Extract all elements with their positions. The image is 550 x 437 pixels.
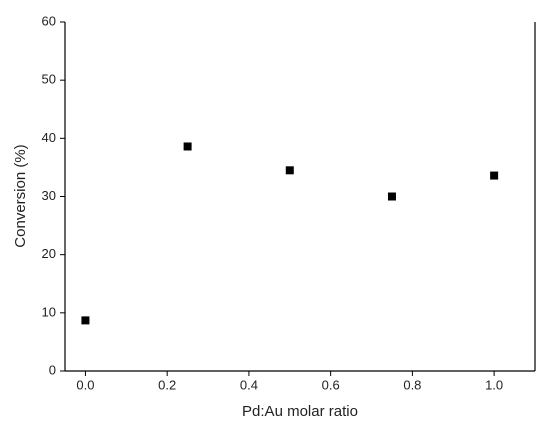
y-tick-label: 60 bbox=[42, 13, 56, 28]
x-axis-title: Pd:Au molar ratio bbox=[242, 403, 358, 420]
x-tick-label: 0.0 bbox=[76, 377, 94, 392]
x-tick-label: 1.0 bbox=[485, 377, 503, 392]
y-tick-label: 20 bbox=[42, 246, 56, 261]
y-tick-label: 0 bbox=[49, 362, 56, 377]
x-tick-label: 0.4 bbox=[240, 377, 258, 392]
point bbox=[81, 316, 90, 325]
x-tick-label: 0.6 bbox=[322, 377, 340, 392]
y-axis-title: Conversion (%) bbox=[12, 144, 29, 247]
point bbox=[183, 142, 192, 151]
y-tick-label: 10 bbox=[42, 304, 56, 319]
x-tick-label: 0.2 bbox=[158, 377, 176, 392]
point bbox=[490, 171, 499, 180]
point bbox=[285, 166, 294, 175]
y-tick-label: 30 bbox=[42, 188, 56, 203]
y-tick-label: 40 bbox=[42, 130, 56, 145]
point bbox=[387, 192, 396, 201]
y-tick-label: 50 bbox=[42, 72, 56, 87]
x-tick-label: 0.8 bbox=[403, 377, 421, 392]
